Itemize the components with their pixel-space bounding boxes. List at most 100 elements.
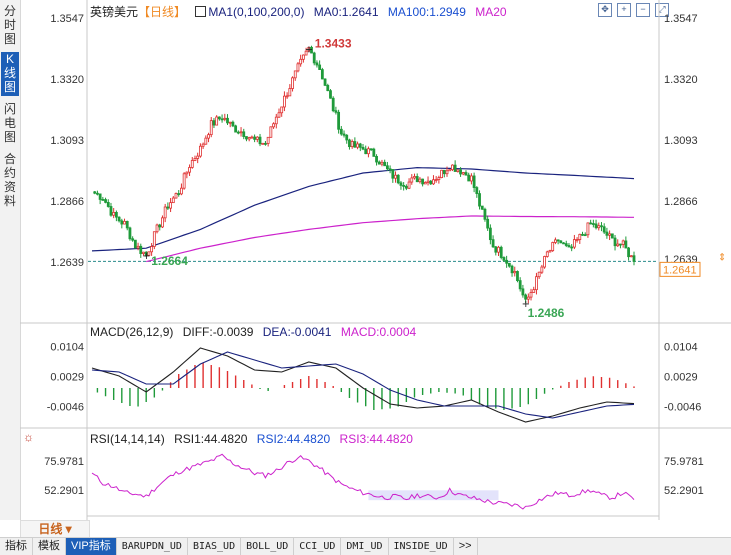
candle-body <box>486 218 490 229</box>
sidebar-tab-kline[interactable]: K线图 <box>1 52 19 96</box>
indicator-tab-bar: 指标 模板 VIP指标 BARUPDN_UD BIAS_UD BOLL_UD C… <box>0 537 731 555</box>
rsi1-label: RSI1:44.4820 <box>174 432 248 446</box>
candle-body <box>334 110 338 113</box>
candle-body <box>619 243 622 246</box>
candle-body <box>228 121 232 124</box>
candle-body <box>185 171 189 175</box>
candle-body <box>415 176 419 183</box>
candle-body <box>226 117 229 124</box>
candle-body <box>483 208 487 220</box>
tab-indicator[interactable]: 指标 <box>0 538 33 555</box>
tab-cci[interactable]: CCI_UD <box>294 538 342 555</box>
period-button[interactable]: 日线 ▾ <box>20 520 90 538</box>
rsi-tick-right: 52.2901 <box>664 485 704 497</box>
candle-body <box>559 240 563 244</box>
candle-body <box>367 148 370 155</box>
candle-body <box>545 251 549 257</box>
candle-body <box>564 243 568 246</box>
candle-body <box>114 212 118 218</box>
candle-body <box>190 160 194 168</box>
candle-body <box>524 294 527 300</box>
zoom-out-icon[interactable]: − <box>636 3 650 17</box>
price-legend: 英镑美元【日线】 MA1(0,100,200,0) MA0:1.2641 MA1… <box>90 3 513 20</box>
period-tag: 【日线】 <box>138 5 187 19</box>
rsi-legend: RSI(14,14,14) RSI1:44.4820 RSI2:44.4820 … <box>90 432 419 446</box>
candle-body <box>345 134 349 141</box>
candle-body <box>128 227 132 240</box>
candle-body <box>301 54 305 60</box>
rsi-tick-left: 75.9781 <box>44 456 84 468</box>
rsi-settings-icon[interactable]: ☼ <box>23 430 34 444</box>
sidebar-tab-contract-info[interactable]: 合约资料 <box>3 152 16 208</box>
candle-body <box>540 266 544 273</box>
candle-body <box>361 146 365 150</box>
price-tick-left: 1.3320 <box>50 74 84 86</box>
candle-body <box>204 137 208 145</box>
candle-body <box>591 223 595 225</box>
low-price-label: 1.2486 <box>528 306 565 320</box>
candle-body <box>418 178 422 183</box>
candle-body <box>177 193 181 195</box>
swing-low-marker-icon: + <box>142 251 150 262</box>
candle-body <box>239 131 243 134</box>
price-arrow-icon: ⇕ <box>718 252 726 263</box>
macd-title: MACD(26,12,9) <box>90 325 174 339</box>
tab-dmi[interactable]: DMI_UD <box>341 538 389 555</box>
move-icon[interactable]: ✥ <box>598 3 612 17</box>
candle-body <box>448 169 452 172</box>
tab-inside[interactable]: INSIDE_UD <box>389 538 454 555</box>
candle-body <box>456 169 460 172</box>
candle-body <box>174 193 178 199</box>
zoom-in-icon[interactable]: + <box>617 3 631 17</box>
candle-body <box>537 271 541 278</box>
candle-body <box>323 78 327 86</box>
candle-body <box>266 136 270 144</box>
candle-body <box>578 233 582 240</box>
candle-body <box>488 227 492 241</box>
candle-body <box>472 175 476 188</box>
candle-body <box>274 116 278 125</box>
candle-body <box>337 111 341 130</box>
candle-body <box>147 251 151 256</box>
candle-body <box>104 199 107 203</box>
candle-body <box>217 116 221 120</box>
candle-body <box>453 164 457 172</box>
candle-body <box>440 169 443 178</box>
tab-bias[interactable]: BIAS_UD <box>188 538 242 555</box>
expand-icon[interactable]: ⤢ <box>655 3 669 17</box>
tab-barupdn[interactable]: BARUPDN_UD <box>117 538 188 555</box>
candle-body <box>507 262 511 267</box>
candle-body <box>562 242 565 245</box>
candle-body <box>120 220 124 225</box>
tab-more[interactable]: >> <box>454 538 478 555</box>
sidebar-tab-timeshare[interactable]: 分时图 <box>3 4 16 46</box>
candle-body <box>434 179 438 181</box>
candle-body <box>583 234 587 237</box>
ma100-label: MA100:1.2949 <box>387 5 466 19</box>
candle-body <box>163 206 167 219</box>
price-tick-right: 1.3320 <box>664 74 698 86</box>
candle-body <box>521 288 525 296</box>
tab-template[interactable]: 模板 <box>33 538 66 555</box>
sidebar-tab-flash[interactable]: 闪电图 <box>3 102 16 144</box>
candle-body <box>407 181 411 189</box>
candle-body <box>629 255 633 258</box>
candle-body <box>109 206 113 216</box>
chart-canvas[interactable]: 1.3547 1.3547 1.3320 1.3320 1.3093 1.3093 1.28… <box>0 0 731 520</box>
candle-body <box>288 88 292 97</box>
candle-body <box>380 161 384 165</box>
candle-body <box>461 172 465 175</box>
ma-line-ma20 <box>146 215 634 263</box>
candle-body <box>586 222 590 236</box>
candle-body <box>144 251 148 256</box>
candle-body <box>377 161 381 165</box>
macd-line-diff <box>91 347 635 423</box>
candle-body <box>161 217 164 228</box>
candle-body <box>207 134 210 139</box>
candle-body <box>215 116 219 126</box>
candle-body <box>201 143 205 147</box>
tab-vip-indicator[interactable]: VIP指标 <box>66 538 117 555</box>
candle-body <box>339 128 343 135</box>
price-tick-left: 1.3093 <box>50 135 84 147</box>
tab-boll[interactable]: BOLL_UD <box>241 538 295 555</box>
